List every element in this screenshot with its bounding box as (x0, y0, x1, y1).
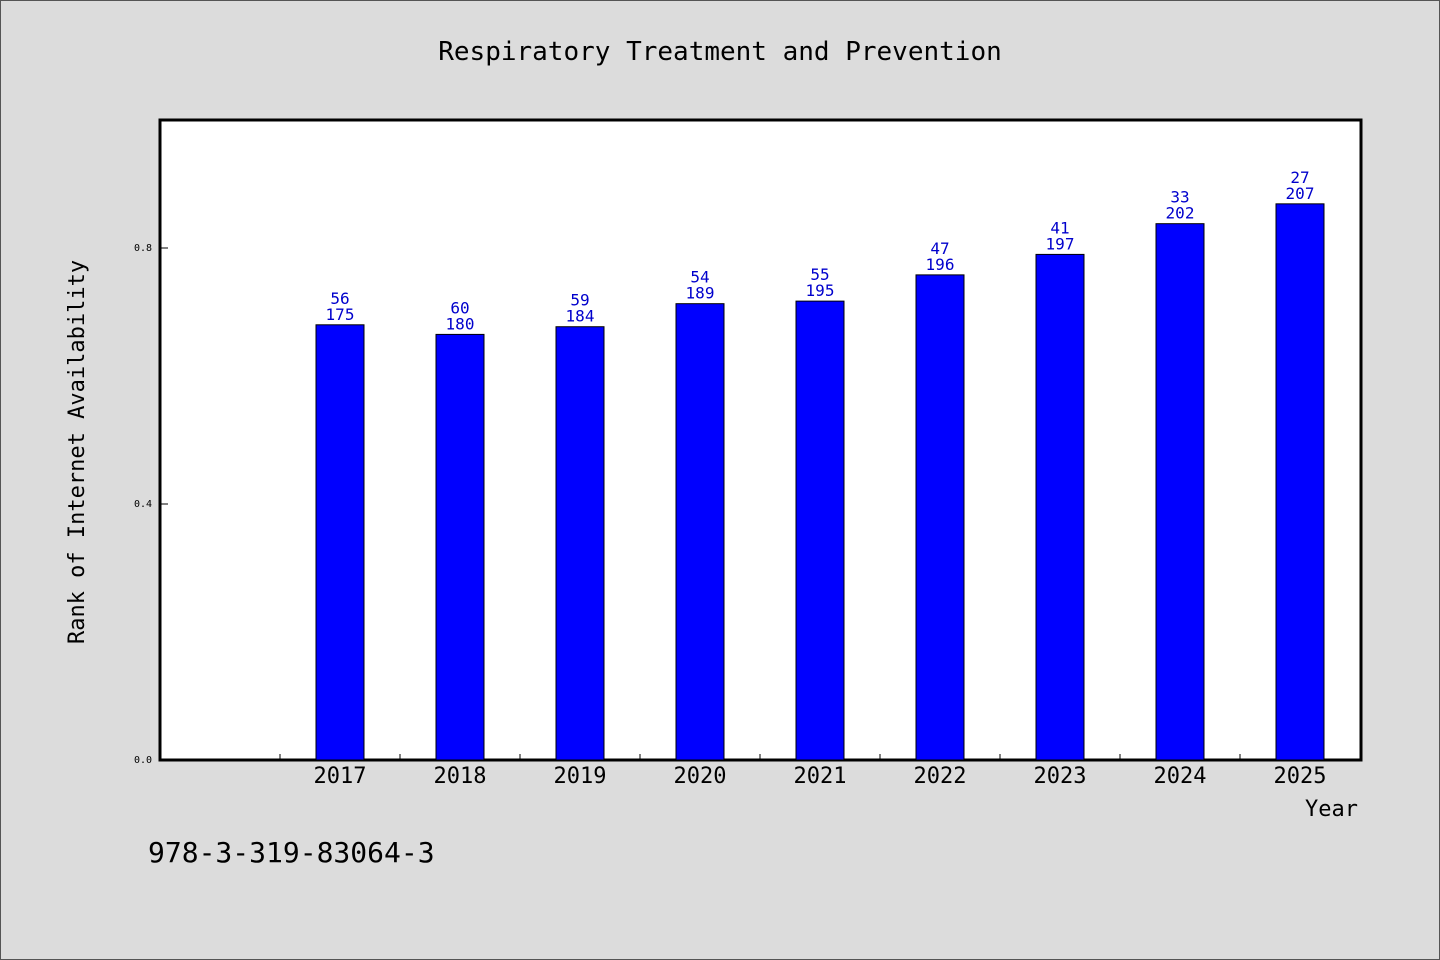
bar-2023 (1035, 253, 1085, 761)
x-tick-label-2020: 2020 (674, 764, 727, 789)
bar-2018 (435, 333, 485, 761)
y-axis-label: Rank of Internet Availability (65, 260, 90, 644)
y-tick-label: 0.4 (134, 499, 152, 510)
x-tick-label-2021: 2021 (794, 764, 847, 789)
bar-2020 (675, 303, 725, 761)
bar-2022 (915, 274, 965, 761)
data-label-top-2022: 47 (930, 239, 949, 258)
data-label-bottom-2025: 207 (1286, 184, 1315, 203)
chart-title: Respiratory Treatment and Prevention (438, 37, 1002, 67)
data-label-bottom-2020: 189 (686, 284, 715, 303)
y-axis-ticks: 0.0 0.4 0.8 (134, 243, 168, 766)
bar-2021 (795, 300, 845, 761)
data-label-bottom-2023: 197 (1046, 234, 1075, 253)
data-label-bottom-2021: 195 (806, 281, 835, 300)
x-tick-label-2022: 2022 (914, 764, 967, 789)
data-label-top-2021: 55 (810, 265, 829, 284)
data-label-top-2019: 59 (570, 291, 589, 310)
x-axis-ticks: 2017 2018 2019 2020 2021 2022 2023 2024 2025 (279, 754, 1361, 789)
data-label-top-2020: 54 (690, 268, 709, 287)
bar-2025 (1275, 203, 1325, 761)
data-label-bottom-2018: 180 (446, 314, 475, 333)
x-tick-label-2023: 2023 (1034, 764, 1087, 789)
data-label-top-2025: 27 (1290, 168, 1309, 187)
y-tick-label: 0.0 (134, 755, 152, 766)
data-label-bottom-2022: 196 (926, 255, 955, 274)
x-tick-label-2017: 2017 (314, 764, 367, 789)
data-label-top-2018: 60 (450, 298, 469, 317)
bars-group (315, 203, 1325, 761)
y-tick-label: 0.8 (134, 243, 152, 254)
isbn-footer: 978-3-319-83064-3 (148, 836, 435, 869)
bar-2024 (1155, 223, 1205, 761)
x-axis-label: Year (1305, 797, 1358, 822)
data-label-top-2017: 56 (330, 289, 349, 308)
x-tick-label-2019: 2019 (554, 764, 607, 789)
data-label-bottom-2024: 202 (1166, 204, 1195, 223)
bar-2017 (315, 324, 365, 761)
x-tick-label-2018: 2018 (434, 764, 487, 789)
bar-2019 (555, 326, 605, 761)
data-label-top-2024: 33 (1170, 188, 1189, 207)
data-label-bottom-2017: 175 (326, 305, 355, 324)
x-tick-label-2024: 2024 (1154, 764, 1207, 789)
data-label-bottom-2019: 184 (566, 307, 595, 326)
x-tick-label-2025: 2025 (1274, 764, 1327, 789)
data-label-top-2023: 41 (1050, 218, 1069, 237)
